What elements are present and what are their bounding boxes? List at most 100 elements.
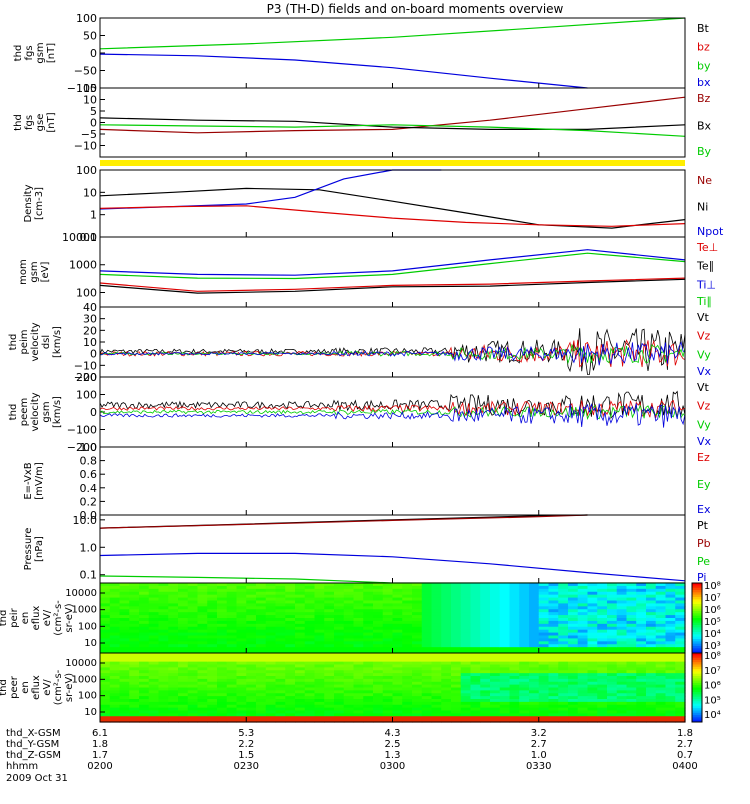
heatmap-cell xyxy=(304,600,316,605)
heatmap-cell xyxy=(480,653,491,657)
heatmap-cell xyxy=(568,583,579,587)
heatmap-cell xyxy=(460,606,472,610)
heatmap-cell xyxy=(616,600,628,605)
heatmap-cell xyxy=(334,606,345,610)
heatmap-cell xyxy=(568,603,579,607)
heatmap-cell xyxy=(626,635,637,640)
heatmap-cell xyxy=(675,673,686,677)
heatmap-cell xyxy=(538,716,550,720)
heatmap-cell xyxy=(499,664,511,668)
heatmap-cell xyxy=(626,615,637,619)
heatmap-cell xyxy=(256,670,267,674)
heatmap-cell xyxy=(607,713,618,717)
heatmap-cell xyxy=(616,653,628,657)
heatmap-cell xyxy=(587,615,598,619)
legend-entry: Vy xyxy=(697,348,711,361)
heatmap-cell xyxy=(275,707,286,712)
heatmap-cell xyxy=(304,678,316,683)
heatmap-cell xyxy=(538,606,550,610)
heatmap-cell xyxy=(665,687,676,691)
heatmap-cell xyxy=(363,693,374,697)
heatmap-cell xyxy=(451,713,462,717)
heatmap-cell xyxy=(568,658,579,663)
heatmap-cell xyxy=(519,594,530,599)
heatmap-cell xyxy=(577,670,589,674)
heatmap-cell xyxy=(538,626,550,631)
heatmap-cell xyxy=(226,591,238,596)
heatmap-cell xyxy=(451,670,462,674)
heatmap-cell xyxy=(139,681,150,686)
heatmap-cell xyxy=(187,673,199,677)
heatmap-cell xyxy=(314,644,325,648)
axis-row-value: 5.3 xyxy=(238,728,254,739)
heatmap-cell xyxy=(412,606,423,610)
heatmap-cell xyxy=(392,676,403,680)
series-line-Ti⊥ xyxy=(99,249,686,276)
heatmap-cell xyxy=(343,603,355,607)
heatmap-cell xyxy=(587,609,598,613)
heatmap-cell xyxy=(538,609,550,613)
heatmap-cell xyxy=(558,661,569,666)
heatmap-cell xyxy=(597,664,608,668)
heatmap-cell xyxy=(597,667,608,671)
heatmap-cell xyxy=(100,615,111,619)
heatmap-cell xyxy=(558,635,569,640)
heatmap-cell xyxy=(538,696,550,700)
heatmap-cell xyxy=(431,594,442,599)
heatmap-cell xyxy=(441,606,452,610)
heatmap-cell xyxy=(655,673,667,677)
heatmap-cell xyxy=(373,710,384,714)
heatmap-cell xyxy=(178,716,189,720)
heatmap-cell xyxy=(392,591,403,596)
heatmap-cell xyxy=(558,641,569,645)
heatmap-cell xyxy=(548,600,559,605)
heatmap-cell xyxy=(675,583,686,587)
heatmap-cell xyxy=(334,591,345,596)
heatmap-cell xyxy=(100,641,111,645)
heatmap-cell xyxy=(587,713,598,717)
heatmap-cell xyxy=(265,716,277,720)
heatmap-cell xyxy=(529,603,540,607)
heatmap-cell xyxy=(675,641,686,645)
heatmap-cell xyxy=(187,707,199,712)
heatmap-cell xyxy=(324,585,335,590)
heatmap-cell xyxy=(470,588,481,593)
heatmap-cell xyxy=(490,583,501,587)
heatmap-cell xyxy=(129,585,140,590)
heatmap-cell xyxy=(655,670,667,674)
heatmap-cell xyxy=(441,600,452,605)
colorbar-cell xyxy=(692,627,702,631)
colorbar-cell xyxy=(692,618,702,621)
heatmap-cell xyxy=(324,612,335,616)
heatmap-cell xyxy=(246,597,257,602)
heatmap-cell xyxy=(236,673,247,677)
heatmap-cell xyxy=(275,647,286,651)
heatmap-cell xyxy=(480,678,491,683)
heatmap-cell xyxy=(529,693,540,697)
heatmap-cell xyxy=(548,684,559,689)
y-tick-label: 1000 xyxy=(72,605,97,616)
axis-row-value: 1.8 xyxy=(92,739,108,750)
heatmap-cell xyxy=(129,644,140,648)
heatmap-cell xyxy=(148,609,160,613)
heatmap-cell xyxy=(275,618,286,622)
heatmap-cell xyxy=(217,650,228,654)
heatmap-cell xyxy=(558,591,569,596)
heatmap-cell xyxy=(139,701,150,706)
heatmap-cell xyxy=(275,667,286,671)
heatmap-cell xyxy=(100,585,111,590)
heatmap-cell xyxy=(343,620,355,625)
heatmap-cell xyxy=(100,655,111,660)
heatmap-cell xyxy=(373,583,384,587)
heatmap-cell xyxy=(470,653,481,657)
heatmap-cell xyxy=(265,588,277,593)
heatmap-cell xyxy=(109,655,121,660)
heatmap-cell xyxy=(197,618,208,622)
y-axis-label: sr-eV) xyxy=(64,603,75,632)
heatmap-cell xyxy=(587,644,598,648)
heatmap-cell xyxy=(256,644,267,648)
heatmap-cell xyxy=(597,678,608,683)
heatmap-cell xyxy=(100,673,111,677)
colorbar-cell xyxy=(692,625,702,628)
heatmap-cell xyxy=(519,606,530,610)
